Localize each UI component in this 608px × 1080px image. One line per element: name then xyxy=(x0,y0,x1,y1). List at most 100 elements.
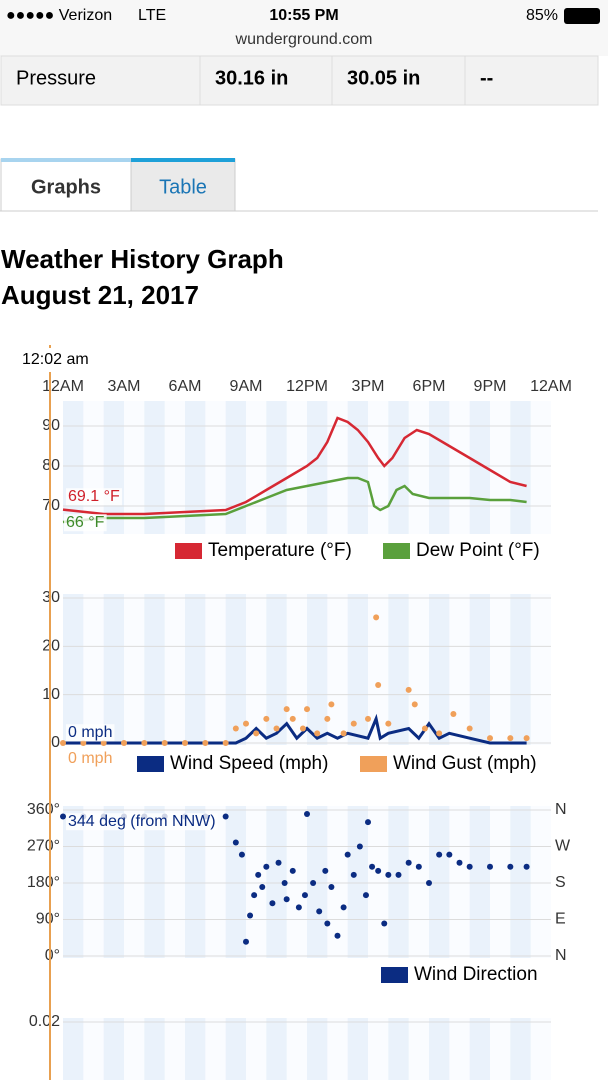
point xyxy=(523,735,530,742)
hour-stripe xyxy=(225,1018,246,1080)
y-tick-label: 0° xyxy=(45,947,60,964)
point xyxy=(324,920,331,927)
annotation: 69.1 °F xyxy=(68,488,120,505)
pressure-row: Pressure 30.16 in 30.05 in -- xyxy=(0,55,599,106)
hour-stripe xyxy=(510,401,531,534)
battery-icon xyxy=(564,8,600,24)
hour-stripe xyxy=(185,401,206,534)
hour-stripe xyxy=(103,594,124,745)
cell-text: 30.05 in xyxy=(347,67,420,89)
point xyxy=(487,735,493,742)
point xyxy=(232,725,239,732)
point xyxy=(60,813,66,820)
tab-graphs[interactable] xyxy=(0,158,132,212)
hour-stripe xyxy=(347,401,368,534)
legend-swatch xyxy=(383,543,410,559)
point xyxy=(263,715,270,722)
tab-table[interactable] xyxy=(130,158,236,212)
hour-stripe xyxy=(307,594,328,745)
hour-stripe xyxy=(144,401,165,534)
point xyxy=(281,880,288,886)
point xyxy=(301,892,308,899)
hour-stripe xyxy=(510,1018,531,1080)
point xyxy=(161,740,168,746)
y-tick-label: 30 xyxy=(42,589,60,606)
point xyxy=(324,715,331,722)
point xyxy=(466,725,473,732)
hour-stripe xyxy=(266,1018,287,1080)
point xyxy=(121,740,127,746)
y-tick-label: 10 xyxy=(42,686,60,703)
point xyxy=(350,871,357,878)
legend-label: Temperature (°F) xyxy=(208,540,352,561)
hour-stripe xyxy=(144,1018,165,1080)
point xyxy=(334,932,341,939)
point xyxy=(222,813,229,820)
point xyxy=(415,863,422,870)
hour-stripe xyxy=(185,594,206,745)
hour-stripe xyxy=(510,806,531,958)
legend-swatch xyxy=(175,543,202,559)
tab-label[interactable]: Graphs xyxy=(31,176,101,198)
point xyxy=(295,904,302,911)
cursor-label: 12:02 am xyxy=(22,351,89,368)
x-tick-label: 3AM xyxy=(108,378,141,395)
network: LTE xyxy=(138,7,166,24)
x-tick-label: 6PM xyxy=(413,378,446,395)
point xyxy=(395,871,402,878)
hour-stripe xyxy=(469,1018,490,1080)
point xyxy=(328,701,335,708)
hour-stripe xyxy=(185,1018,206,1080)
hour-stripe xyxy=(388,1018,409,1080)
hour-stripe xyxy=(266,594,287,745)
legend-label: Dew Point (°F) xyxy=(416,540,540,561)
annotation-bg xyxy=(66,750,115,768)
point xyxy=(328,884,335,891)
hour-stripe xyxy=(347,594,368,745)
tab-accent xyxy=(131,158,235,162)
tab-accent xyxy=(1,158,131,162)
url[interactable]: wunderground.com xyxy=(235,31,373,48)
hour-stripe xyxy=(307,806,328,958)
point xyxy=(523,863,530,870)
point xyxy=(322,867,329,874)
point xyxy=(381,920,388,927)
series-line xyxy=(62,416,527,516)
point xyxy=(283,896,290,903)
point xyxy=(375,682,382,688)
point xyxy=(247,912,254,919)
hour-stripe xyxy=(347,1018,368,1080)
y-tick-label: 360° xyxy=(27,801,60,818)
point xyxy=(436,851,443,858)
annotation: 344 deg (from NNW) xyxy=(68,813,216,830)
annotation-bg xyxy=(66,813,218,831)
point xyxy=(446,851,453,858)
point xyxy=(316,908,323,915)
y2-tick-label: W xyxy=(555,838,571,855)
point xyxy=(238,851,245,858)
annotation: 66 °F xyxy=(66,514,105,531)
heading-date: August 21, 2017 xyxy=(1,280,199,310)
hour-stripe xyxy=(429,594,450,745)
annotation-bg xyxy=(64,514,107,532)
point xyxy=(259,884,266,891)
tab-label[interactable]: Table xyxy=(159,176,207,198)
hour-stripe xyxy=(388,401,409,534)
point xyxy=(365,819,371,826)
point xyxy=(289,867,296,874)
point xyxy=(100,740,107,746)
point xyxy=(243,938,249,945)
y-tick-label: 0 xyxy=(51,734,60,751)
point xyxy=(283,706,290,713)
point xyxy=(314,730,321,737)
y-tick-label: 180° xyxy=(27,874,60,891)
legend-label: Wind Speed (mph) xyxy=(170,753,328,774)
hour-stripe xyxy=(429,1018,450,1080)
point xyxy=(304,706,310,713)
hour-stripe xyxy=(429,401,450,534)
point xyxy=(375,867,382,874)
cell xyxy=(0,55,201,106)
point xyxy=(385,720,392,727)
